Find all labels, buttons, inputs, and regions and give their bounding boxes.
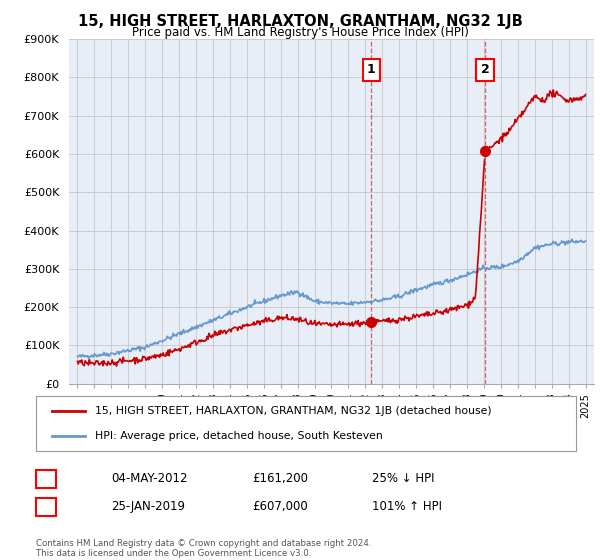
Text: 15, HIGH STREET, HARLAXTON, GRANTHAM, NG32 1JB: 15, HIGH STREET, HARLAXTON, GRANTHAM, NG… [77,14,523,29]
Text: 25-JAN-2019: 25-JAN-2019 [111,500,185,514]
Text: 04-MAY-2012: 04-MAY-2012 [111,472,187,486]
Text: 1: 1 [367,63,376,76]
Text: 25% ↓ HPI: 25% ↓ HPI [372,472,434,486]
Text: 101% ↑ HPI: 101% ↑ HPI [372,500,442,514]
Text: HPI: Average price, detached house, South Kesteven: HPI: Average price, detached house, Sout… [95,431,383,441]
Text: £607,000: £607,000 [252,500,308,514]
Text: £161,200: £161,200 [252,472,308,486]
Text: 2: 2 [481,63,490,76]
Text: 2: 2 [41,500,50,514]
Text: 15, HIGH STREET, HARLAXTON, GRANTHAM, NG32 1JB (detached house): 15, HIGH STREET, HARLAXTON, GRANTHAM, NG… [95,406,492,416]
Text: 1: 1 [41,472,50,486]
Text: Price paid vs. HM Land Registry's House Price Index (HPI): Price paid vs. HM Land Registry's House … [131,26,469,39]
Text: Contains HM Land Registry data © Crown copyright and database right 2024.
This d: Contains HM Land Registry data © Crown c… [36,539,371,558]
